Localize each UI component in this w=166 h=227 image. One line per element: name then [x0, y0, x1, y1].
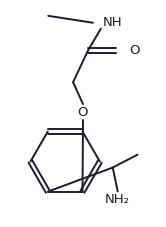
Text: NH₂: NH₂ — [105, 193, 130, 206]
Text: O: O — [130, 44, 140, 57]
Text: NH: NH — [103, 16, 123, 29]
Text: O: O — [78, 106, 88, 118]
